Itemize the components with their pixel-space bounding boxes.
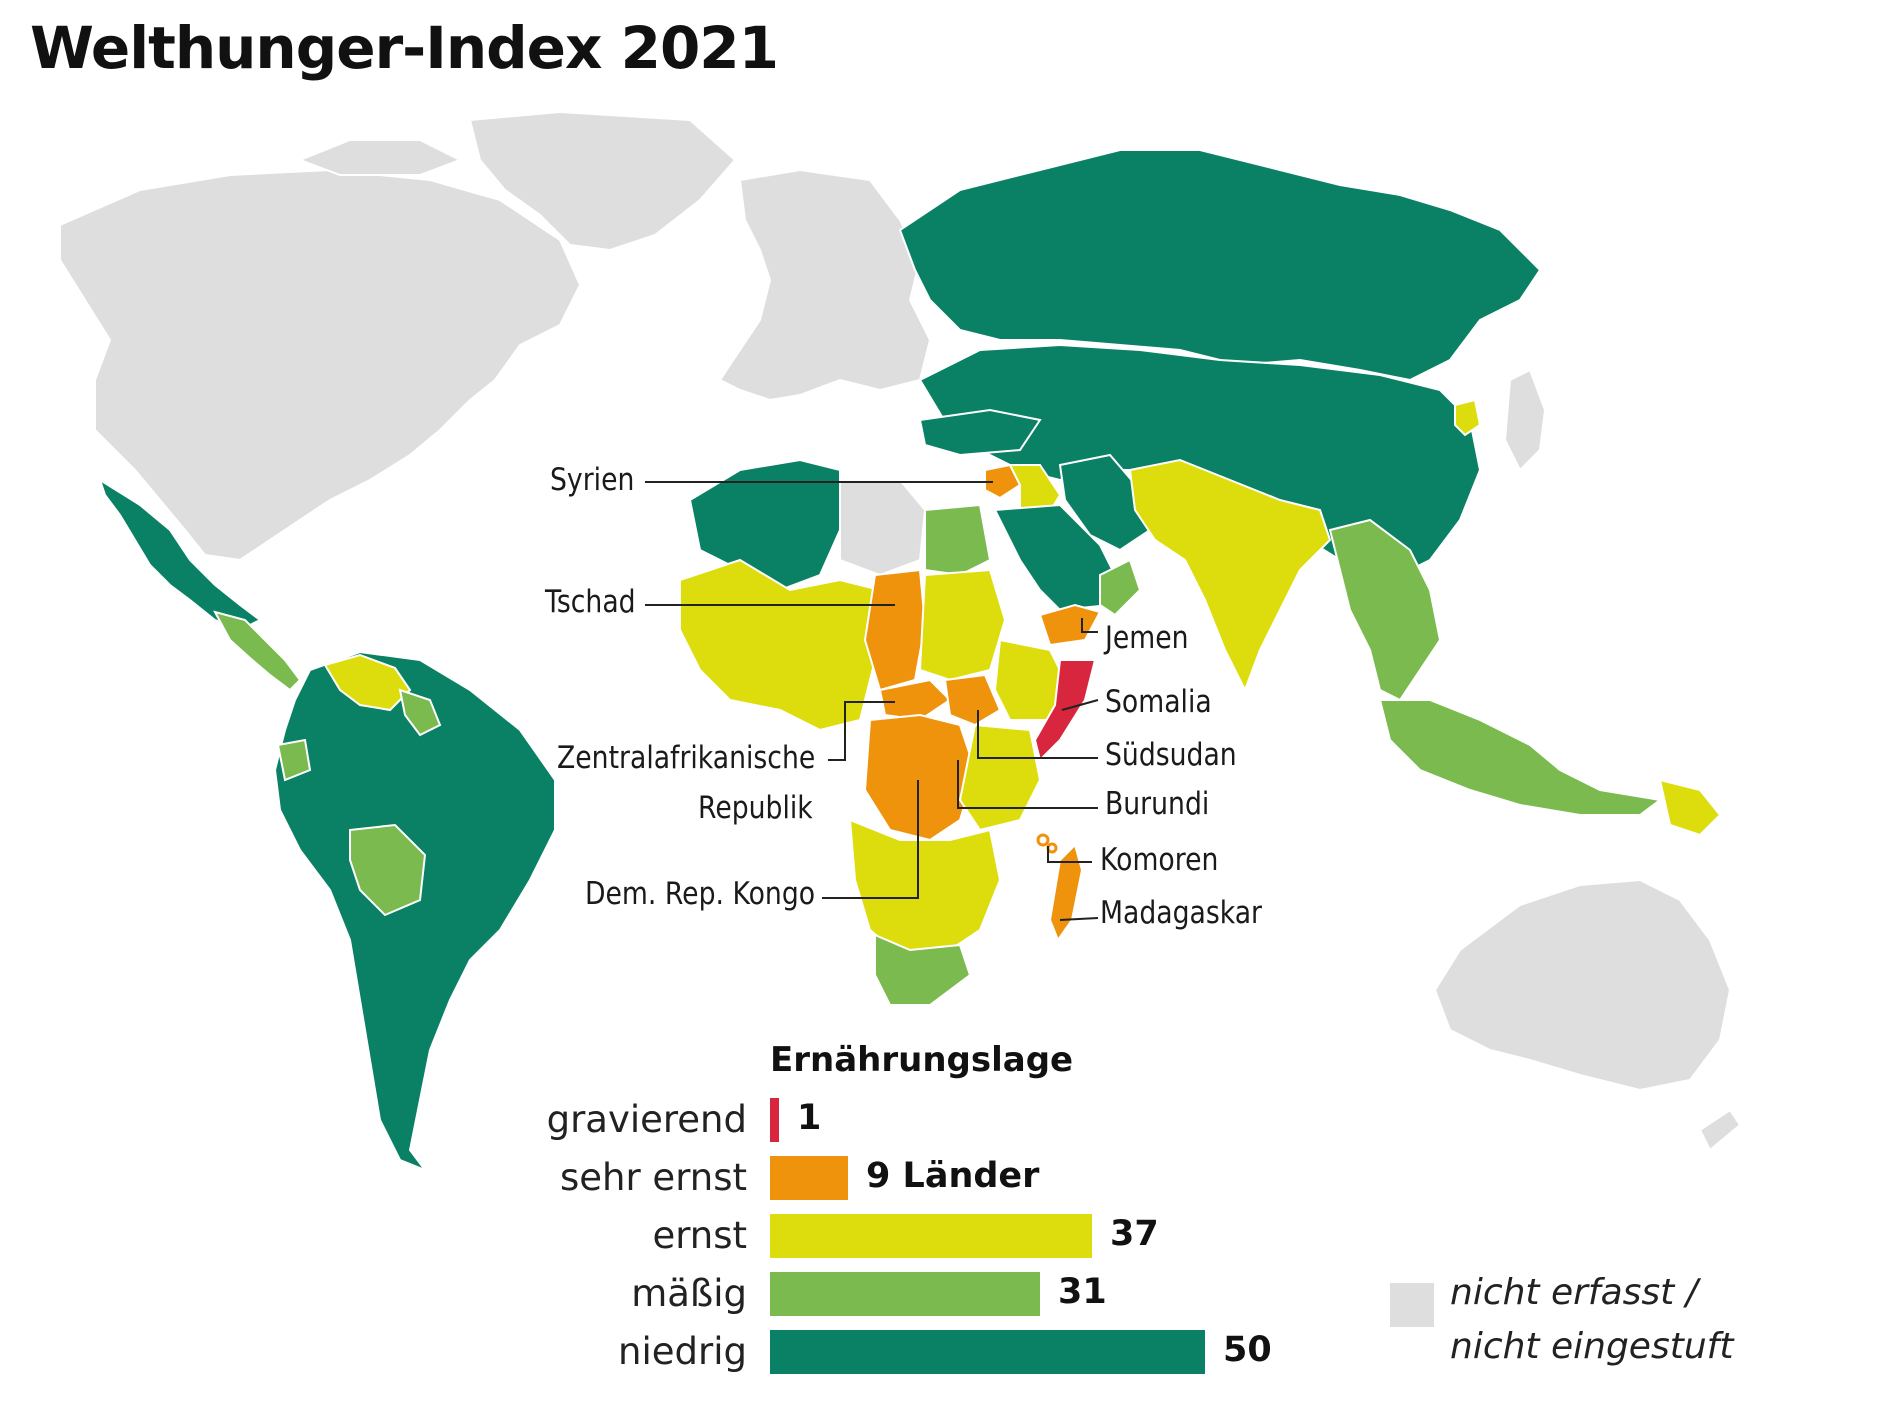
guyana-region	[398, 688, 442, 737]
leader-somalia	[1061, 699, 1099, 711]
label-madagaskar: Madagaskar	[1100, 895, 1263, 931]
iran-region	[1058, 453, 1152, 552]
legend-value: 37	[1110, 1214, 1159, 1254]
label-zar-line1: Zentralafrikanische	[557, 740, 816, 776]
legend-bar	[770, 1214, 1092, 1258]
leader-jemen	[1081, 618, 1098, 633]
legend-value: 31	[1058, 1272, 1107, 1312]
russia-region	[898, 149, 1542, 382]
legend-label: ernst	[652, 1214, 747, 1257]
egypt-region	[924, 503, 992, 577]
legend-value: 9 Länder	[866, 1156, 1040, 1196]
legend-row-ernst: ernst 37	[0, 1214, 1880, 1258]
oman-region	[1099, 558, 1142, 617]
sudan-region	[918, 568, 1007, 682]
syria-region	[984, 463, 1022, 500]
leader-burundi	[957, 760, 1098, 809]
bolivia-region	[349, 823, 427, 917]
legend-label: gravierend	[546, 1098, 747, 1141]
south-sudan-region	[943, 673, 1002, 727]
turkey-region	[918, 408, 1042, 457]
chad-region	[863, 568, 927, 692]
legend-label: mäßig	[631, 1272, 747, 1315]
south-america-region	[273, 650, 556, 1173]
leader-suedsudan	[977, 710, 1098, 759]
legend-label: niedrig	[618, 1330, 747, 1373]
label-suedsudan: Südsudan	[1105, 737, 1237, 773]
legend-bar	[770, 1272, 1040, 1316]
label-burundi: Burundi	[1105, 786, 1210, 822]
legend-row-maessig: mäßig 31	[0, 1272, 1880, 1316]
new-zealand-region	[1698, 1108, 1742, 1152]
indonesia-region	[1378, 699, 1663, 816]
leader-lines	[645, 481, 1099, 921]
leader-drkongo	[822, 780, 919, 899]
legend-bar	[770, 1330, 1205, 1374]
north-africa-niedrig-region	[688, 458, 841, 592]
legend-label: sehr ernst	[559, 1156, 747, 1199]
yemen-region	[1038, 603, 1102, 647]
legend-title: Ernährungslage	[770, 1040, 1074, 1080]
legend-bar	[770, 1156, 848, 1200]
west-africa-region	[679, 558, 882, 732]
car-region	[878, 678, 952, 722]
greenland-region	[468, 110, 737, 252]
label-syrien: Syrien	[550, 462, 635, 498]
not-rated-line1: nicht erfasst /	[1450, 1272, 1698, 1313]
label-komoren: Komoren	[1100, 842, 1219, 878]
png-region	[1658, 778, 1722, 837]
ecuador-region	[276, 738, 312, 782]
not-rated-swatch	[1390, 1283, 1434, 1327]
north-america-region	[59, 168, 582, 562]
east-africa-region	[958, 723, 1042, 832]
comoros-marker	[1036, 833, 1050, 847]
leader-zar	[828, 701, 895, 761]
label-drkongo: Dem. Rep. Kongo	[585, 876, 816, 912]
south-asia-region	[1128, 458, 1332, 693]
southern-africa-region	[848, 818, 1002, 957]
south-africa-region	[874, 933, 972, 1006]
southeast-asia-region	[1328, 518, 1442, 702]
legend-bar	[770, 1098, 779, 1142]
leader-komoren	[1047, 846, 1092, 863]
label-tschad: Tschad	[545, 584, 636, 620]
legend-value: 1	[797, 1098, 822, 1138]
central-america-region	[213, 610, 302, 692]
legend-row-gravierend: gravierend 1	[0, 1098, 1880, 1142]
legend-value: 50	[1223, 1330, 1272, 1370]
leader-madagaskar	[1059, 917, 1099, 921]
legend-row-sehr-ernst: sehr ernst 9 Länder	[0, 1156, 1880, 1200]
libya-region	[839, 479, 927, 577]
north-korea-region	[1454, 398, 1482, 437]
comoros-marker-2	[1046, 842, 1058, 854]
label-somalia: Somalia	[1105, 684, 1212, 720]
arctic-islands-region	[297, 139, 463, 176]
venezuela-region	[323, 653, 412, 712]
legend-row-niedrig: niedrig 50	[0, 1330, 1880, 1374]
label-zar-line2: Republik	[698, 790, 813, 826]
australia-region	[1433, 878, 1732, 1092]
madagascar-region	[1048, 843, 1084, 943]
label-jemen: Jemen	[1105, 620, 1189, 656]
europe-region	[718, 168, 932, 402]
map-title: Welthunger-Index 2021	[30, 14, 779, 82]
japan-region	[1503, 368, 1547, 472]
not-rated-line2: nicht eingestuft	[1450, 1326, 1734, 1367]
drc-region	[863, 713, 977, 842]
